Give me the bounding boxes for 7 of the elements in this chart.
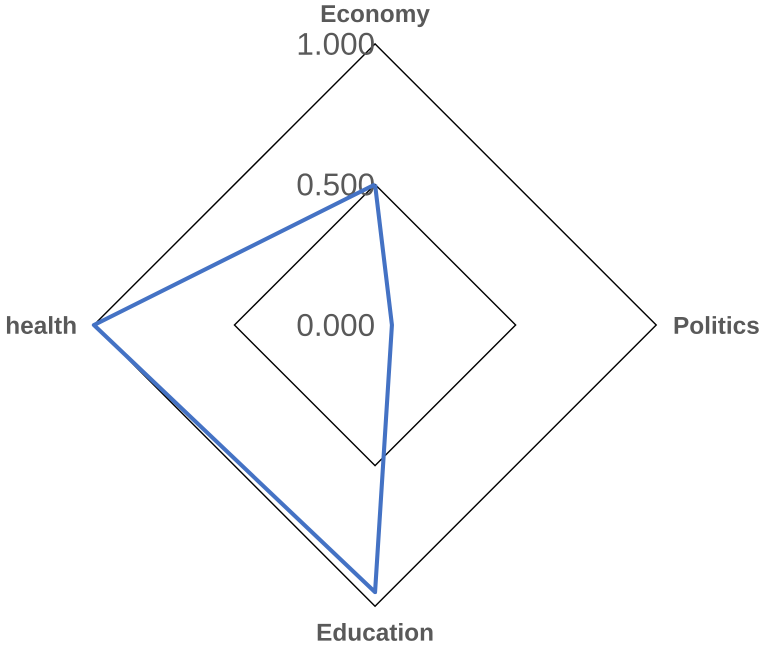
y-tick-label: 1.000 — [298, 32, 374, 55]
spoke-label: Economy — [322, 5, 430, 27]
spoke-label: Education — [318, 622, 432, 641]
spoke-label: health — [6, 316, 76, 334]
y-tick-label: 0.500 — [298, 173, 374, 196]
y-tick-label: 0.000 — [298, 314, 374, 336]
spoke-label: Politics — [674, 316, 759, 334]
